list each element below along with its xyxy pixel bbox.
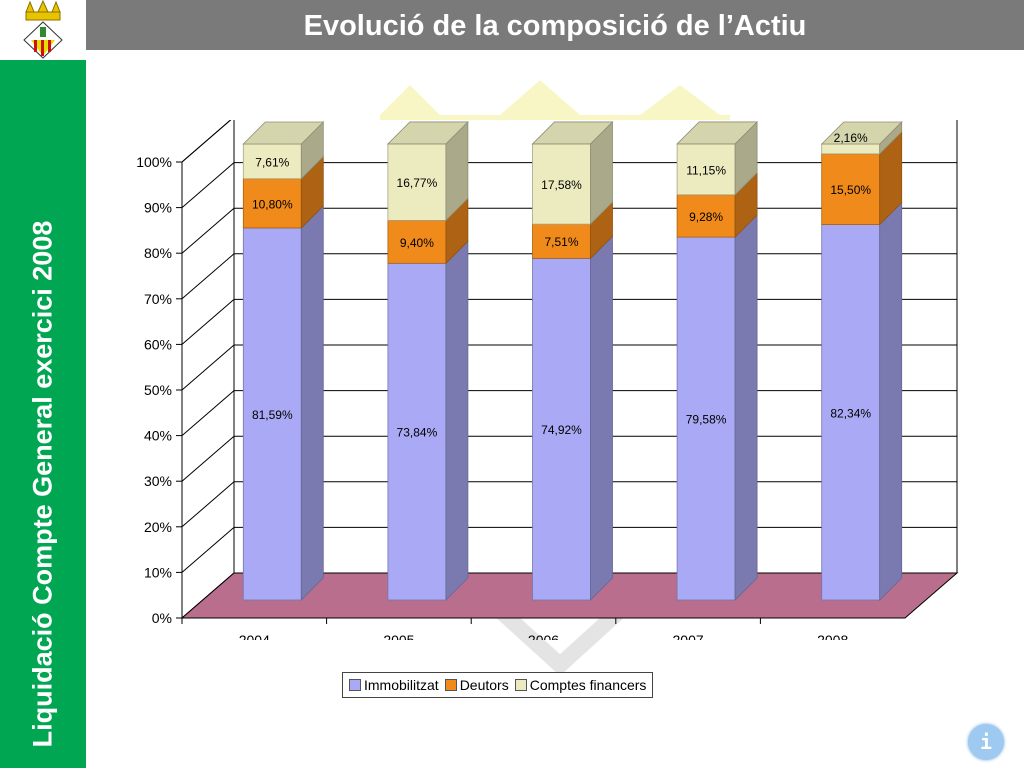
legend-swatch-immobilitzat [349, 679, 361, 691]
slide-title: Evolució de la composició de l’Actiu [86, 0, 1024, 50]
data-label-deutors: 15,50% [830, 183, 871, 197]
bar-stack-2004: 81,59% 10,80% 7,61% [242, 121, 325, 601]
bar-comptes-financers [821, 143, 881, 155]
y-tick-label: 100% [136, 154, 172, 170]
y-tick-label: 90% [144, 200, 172, 216]
data-label-immobilitzat: 79,58% [686, 413, 727, 427]
y-tick-label: 0% [152, 610, 172, 626]
bar-deutors [242, 178, 302, 229]
side-title: Liquidació Compte General exercici 2008 [27, 220, 58, 748]
chart-side-wall [181, 120, 235, 620]
shield-icon [23, 21, 63, 59]
bar-side-immobilitzat [300, 204, 324, 601]
bar-comptes-financers [387, 143, 447, 221]
x-tick-label: 2007 [673, 632, 704, 640]
data-label-immobilitzat: 82,34% [830, 406, 871, 420]
y-tick-label: 80% [144, 245, 172, 261]
bar-comptes-financers [676, 143, 736, 196]
bar-top-face [386, 121, 469, 145]
bar-side-immobilitzat [734, 214, 758, 601]
info-button[interactable]: i [968, 724, 1004, 760]
bar-stack-2008: 82,34% 15,50% 2,16% [820, 121, 903, 601]
y-tick-label: 70% [144, 291, 172, 307]
bar-side-immobilitzat [590, 235, 613, 601]
legend-item-immobilitzat: Immobilitzat [349, 677, 439, 693]
data-label-comptes-financers: 7,61% [255, 155, 289, 169]
x-tick-label: 2008 [817, 632, 848, 640]
data-label-immobilitzat: 74,92% [541, 423, 582, 437]
y-tick-label: 20% [144, 519, 172, 535]
data-label-immobilitzat: 81,59% [252, 408, 293, 422]
bar-side-immobilitzat [445, 240, 469, 601]
data-label-comptes-financers: 11,15% [686, 163, 726, 177]
data-label-deutors: 9,40% [400, 236, 434, 250]
bar-deutors [387, 220, 447, 264]
legend-swatch-comptes-financers [514, 679, 527, 691]
legend-label-deutors: Deutors [459, 677, 509, 693]
legend-item-comptes-financers: Comptes financers [514, 677, 647, 693]
bar-side-immobilitzat [879, 201, 903, 601]
data-label-comptes-financers: 16,77% [397, 176, 438, 190]
data-label-deutors: 10,80% [252, 197, 293, 211]
bar-immobilitzat [676, 236, 736, 601]
chart-legend: Immobilitzat Deutors Comptes financers [342, 672, 654, 698]
x-tick-label: 2006 [528, 632, 559, 640]
bar-immobilitzat [821, 224, 881, 601]
stacked-bar-chart: 0% 10% 20% 30% 40% 50% 60% 70% 80% 90% 100% 2004 81,… [136, 120, 959, 640]
legend-item-deutors: Deutors [444, 677, 509, 693]
coat-of-arms-logo [0, 0, 86, 60]
gridline [181, 120, 232, 163]
bar-stack-2007: 79,58% 9,28% 11,15% [676, 120, 759, 601]
y-tick-label: 10% [144, 564, 172, 580]
data-label-deutors: 9,28% [689, 210, 723, 224]
x-tick-label: 2004 [239, 632, 270, 640]
bar-top-face [531, 121, 614, 145]
y-tick-label: 30% [144, 473, 172, 489]
bar-comptes-financers [242, 143, 302, 180]
legend-label-immobilitzat: Immobilitzat [364, 677, 439, 693]
bar-top-face [242, 121, 325, 145]
legend-label-comptes-financers: Comptes financers [529, 677, 647, 693]
data-label-comptes-financers: 17,58% [541, 178, 582, 192]
crown-icon [25, 0, 61, 21]
bar-stack-2005: 73,84% 9,40% 16,77% [386, 120, 469, 601]
bar-top-face [676, 121, 759, 145]
bar-immobilitzat [242, 227, 302, 601]
y-tick-label: 50% [144, 382, 172, 398]
x-tick-label: 2005 [383, 632, 414, 640]
legend-swatch-deutors [444, 679, 457, 691]
bar-immobilitzat [532, 257, 591, 601]
side-bar: Liquidació Compte General exercici 2008 [0, 60, 86, 768]
bar-top-face [820, 121, 903, 145]
y-tick-label: 40% [144, 428, 172, 444]
y-tick-label: 60% [144, 336, 172, 352]
bar-immobilitzat [387, 262, 447, 601]
data-label-deutors: 7,51% [544, 235, 578, 249]
data-label-comptes-financers: 2,16% [834, 131, 868, 145]
data-label-immobilitzat: 73,84% [397, 426, 438, 440]
bar-deutors [676, 194, 736, 238]
bar-comptes-financers [532, 143, 591, 225]
bar-stack-2006: 74,92% 7,51% 17,58% [531, 120, 614, 601]
